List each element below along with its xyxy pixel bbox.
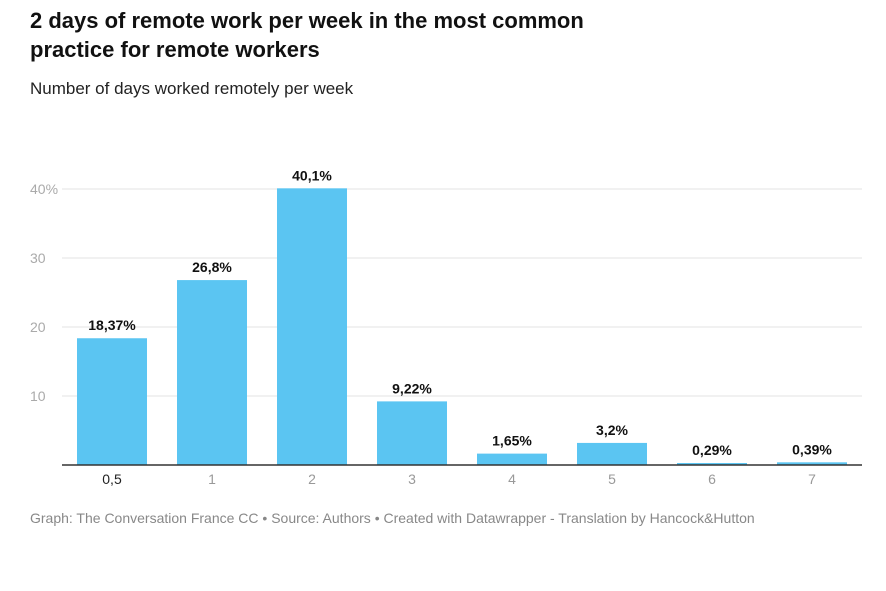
y-tick-label: 10 (30, 388, 46, 404)
chart-footer: Graph: The Conversation France CC • Sour… (30, 510, 755, 526)
bar (77, 338, 147, 465)
x-tick-label: 3 (408, 471, 416, 487)
data-label: 3,2% (596, 422, 628, 438)
chart-subtitle: Number of days worked remotely per week (30, 79, 354, 98)
y-tick-label: 20 (30, 319, 46, 335)
data-label: 9,22% (392, 380, 432, 396)
data-label: 26,8% (192, 259, 232, 275)
data-label: 1,65% (492, 433, 532, 449)
bar (477, 453, 547, 465)
x-tick-label: 7 (808, 471, 816, 487)
data-label: 0,29% (692, 442, 732, 458)
x-tick-label: 1 (208, 471, 216, 487)
chart-title: 2 days of remote work per week in the mo… (30, 8, 584, 62)
x-tick-label: 0,5 (102, 471, 122, 487)
data-label: 40,1% (292, 167, 332, 183)
x-tick-label: 6 (708, 471, 716, 487)
data-label: 18,37% (88, 317, 136, 333)
bar (277, 188, 347, 465)
y-tick-label: 40% (30, 181, 58, 197)
y-tick-label: 30 (30, 250, 46, 266)
x-tick-label: 5 (608, 471, 616, 487)
bar (577, 442, 647, 465)
bar (677, 462, 747, 465)
x-tick-label: 2 (308, 471, 316, 487)
bar (177, 280, 247, 465)
bar (377, 401, 447, 465)
data-label: 0,39% (792, 441, 832, 457)
bar (777, 462, 847, 465)
x-tick-label: 4 (508, 471, 516, 487)
